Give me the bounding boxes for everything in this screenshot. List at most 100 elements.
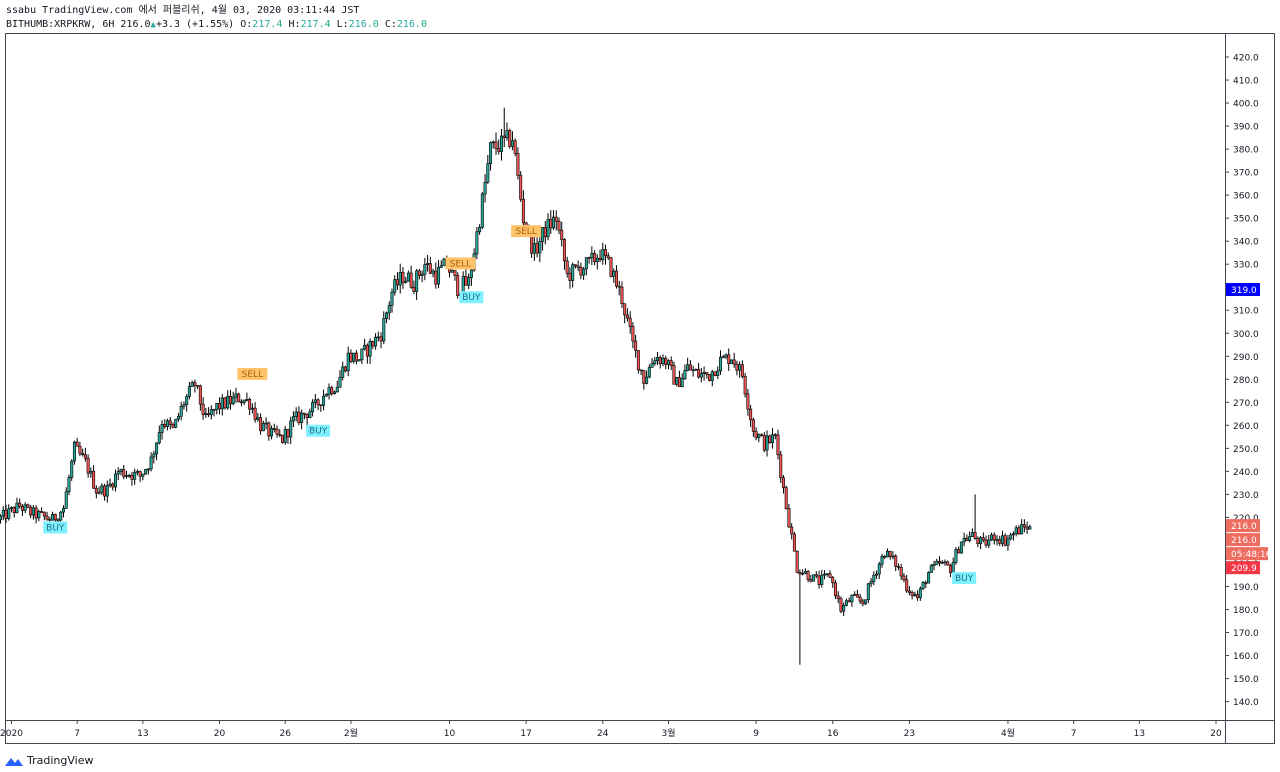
candle xyxy=(686,357,690,372)
candle xyxy=(513,138,517,157)
candle xyxy=(981,532,985,543)
candle xyxy=(491,140,495,149)
time-axis[interactable]: 2020 7 13 20 26 2월 10 17 24 3월 9 16 23 4월 7 13 20 xyxy=(0,720,1222,739)
price-tag-text: 209.9 xyxy=(1231,564,1257,574)
candle xyxy=(341,361,345,381)
candle xyxy=(560,221,564,247)
candle xyxy=(360,348,364,364)
candle xyxy=(305,413,309,425)
candle xyxy=(916,590,920,601)
candle xyxy=(390,288,394,313)
candle xyxy=(582,267,586,280)
candle xyxy=(508,128,512,149)
candle xyxy=(124,470,128,479)
candle xyxy=(250,403,254,414)
candle xyxy=(253,402,257,423)
candle xyxy=(226,390,230,410)
candle xyxy=(568,267,572,289)
x-tick-label: 2월 xyxy=(344,727,358,739)
candle xyxy=(275,425,279,438)
candle xyxy=(179,401,183,421)
candle xyxy=(92,465,96,489)
candle xyxy=(688,360,692,371)
candle xyxy=(256,413,260,422)
last-price: 216.0 xyxy=(120,19,151,30)
candle xyxy=(196,385,200,390)
candle xyxy=(198,384,202,411)
candle xyxy=(499,128,503,161)
candle xyxy=(590,246,594,265)
candle xyxy=(877,561,881,580)
high-label: H: xyxy=(288,19,301,30)
candle xyxy=(176,412,180,422)
candle xyxy=(453,270,457,281)
candle xyxy=(322,389,326,411)
candle xyxy=(850,594,854,607)
candle xyxy=(938,556,942,567)
candle xyxy=(806,570,810,583)
candle xyxy=(710,370,714,387)
y-tick-label: 420.0 xyxy=(1233,54,1259,64)
candle xyxy=(954,546,958,565)
buy-signal: BUY xyxy=(43,521,68,534)
candle xyxy=(757,433,761,443)
candle xyxy=(86,454,90,478)
candle xyxy=(625,308,629,322)
candle xyxy=(762,432,766,453)
candle xyxy=(363,338,367,351)
candle xyxy=(554,210,558,231)
candle xyxy=(385,311,389,324)
candle xyxy=(968,531,972,543)
candle xyxy=(37,509,41,522)
candle xyxy=(708,374,712,382)
candle xyxy=(1022,519,1026,533)
candle xyxy=(352,352,356,364)
candle xyxy=(349,349,353,364)
candle xyxy=(749,404,753,427)
candle xyxy=(209,405,213,420)
candle xyxy=(571,262,575,288)
price-change: +3.3 (+1.55%) xyxy=(155,19,235,30)
candle xyxy=(666,359,670,370)
symbol-label[interactable]: BITHUMB:XRPKRW, 6H xyxy=(6,19,115,30)
x-tick-label: 4월 xyxy=(1001,727,1015,739)
candle xyxy=(1028,524,1032,530)
candle xyxy=(34,505,38,524)
candle xyxy=(798,569,802,665)
tradingview-brand[interactable]: TradingView xyxy=(4,754,93,767)
candle xyxy=(280,434,284,444)
candle xyxy=(814,571,818,579)
candle xyxy=(623,303,627,324)
candle xyxy=(647,364,651,379)
candle xyxy=(683,364,687,380)
candle xyxy=(166,418,170,431)
candle xyxy=(869,578,873,588)
candle xyxy=(976,536,980,548)
tradingview-logo-icon xyxy=(5,757,23,766)
candle xyxy=(921,581,925,591)
brand-name: TradingView xyxy=(27,754,94,767)
x-tick-label: 2020 xyxy=(0,729,23,739)
candle xyxy=(719,350,723,375)
candle xyxy=(664,355,668,370)
candle xyxy=(365,343,369,364)
candle xyxy=(1000,530,1004,547)
price-axis[interactable]: 420.0 410.0 400.0 390.0 380.0 370.0 360.0 350.0… xyxy=(1225,54,1259,709)
candle xyxy=(135,469,139,476)
candle xyxy=(743,372,747,398)
candle xyxy=(29,504,33,519)
candles-layer xyxy=(0,107,1032,665)
candle xyxy=(78,441,82,457)
candle xyxy=(146,468,150,475)
candle xyxy=(519,171,523,202)
publish-line: ssabu TradingView.com 에서 퍼블리쉬, 4월 03, 20… xyxy=(6,5,360,16)
y-tick-label: 330.0 xyxy=(1233,261,1259,271)
signal-label: BUY xyxy=(46,523,65,533)
price-tag-text: 216.0 xyxy=(1231,522,1257,532)
candle xyxy=(171,422,175,429)
candle xyxy=(185,394,189,412)
candle xyxy=(395,272,399,290)
candle xyxy=(218,397,222,415)
candle xyxy=(108,478,112,488)
